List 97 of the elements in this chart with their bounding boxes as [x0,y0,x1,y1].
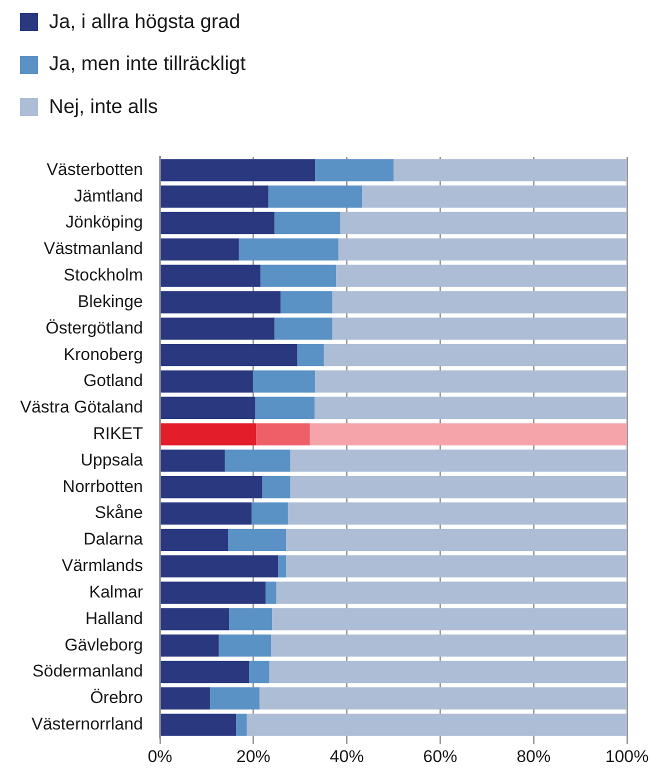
bar [362,186,627,208]
bar [256,423,310,446]
y-tick-label: Västra Götaland [20,398,143,417]
bar [336,264,627,287]
x-tick-label: 60% [423,746,458,766]
y-tick-label: Västernorrland [31,714,143,734]
bar [160,634,219,657]
y-tick-label: Kalmar [89,582,144,602]
bar [160,212,274,234]
bar [160,450,225,472]
bar [246,714,627,736]
bar [338,238,627,261]
bar [160,582,266,604]
bar [160,264,260,287]
bar [160,714,236,736]
y-tick-label: Värmlands [62,556,143,576]
bar [236,714,247,736]
bar [160,396,256,419]
bar [274,212,340,234]
bar [262,476,290,498]
bar [160,608,230,630]
bar [210,687,260,710]
bar [332,318,627,340]
bar [160,344,298,366]
y-tick-label: Halland [85,608,143,628]
y-tick-label: Jämtland [74,186,143,206]
bar [160,318,274,340]
bar [160,238,239,261]
bar [269,660,627,684]
bar [286,528,627,552]
y-tick-label: Gävleborg [64,635,143,654]
legend-label: Nej, inte alls [49,96,158,118]
legend-label: Ja, i allra högsta grad [49,10,240,34]
y-tick-label: RIKET [92,424,143,443]
bar [259,687,627,710]
bar [160,502,252,525]
y-tick-label: Stockholm [64,266,143,285]
x-tick-label: 80% [516,746,551,766]
bar [160,159,316,182]
bar [160,423,256,446]
bar [160,291,280,314]
y-tick-label: Dalarna [83,530,144,549]
bar [315,370,627,393]
bar [268,186,362,208]
y-tick-label: Norrbotten [62,476,143,496]
y-tick-label: Södermanland [32,662,143,681]
bar [274,318,332,340]
bar [160,687,210,710]
bar [315,159,394,182]
y-tick-label: Gotland [83,371,143,390]
bar [229,608,272,630]
bar [271,634,627,657]
bar [272,608,627,630]
bar [314,396,627,419]
bar [160,476,262,498]
bar [252,370,316,393]
bar [394,159,627,182]
bar [290,450,627,472]
bar [324,344,627,366]
bar [290,476,627,498]
bar [340,212,627,234]
bar [266,582,276,604]
bar [332,291,627,314]
bar [260,264,336,287]
bar [280,291,332,314]
bar [160,186,268,208]
bar [286,555,627,578]
bar [218,634,272,657]
y-tick-label: Östergötland [46,318,143,338]
x-tick-label: 100% [605,746,649,766]
bar [278,555,286,578]
bar [249,660,270,684]
bar [276,582,627,604]
bar [228,528,286,552]
bar [238,238,338,261]
legend-label: Ja, men inte tillräckligt [49,53,246,76]
bar [160,660,250,684]
bar [160,370,253,393]
y-tick-label: Örebro [90,688,143,708]
y-tick-label: Blekinge [78,292,143,311]
x-tick-label: 40% [330,746,364,766]
bar [255,396,315,419]
bar [252,502,288,525]
y-tick-label: Kronoberg [64,344,143,364]
bar [224,450,290,472]
y-tick-label: Västerbotten [46,160,143,179]
bar [288,502,627,525]
bar [297,344,324,366]
y-tick-label: Skåne [94,503,143,522]
x-tick-label: 20% [236,746,270,766]
bar [160,555,278,578]
bar [160,528,228,552]
y-tick-label: Västmanland [44,239,143,258]
bar [310,423,627,446]
y-tick-label: Uppsala [80,450,144,470]
x-tick-label: 0% [148,746,172,766]
y-tick-label: Jönköping [65,212,143,232]
